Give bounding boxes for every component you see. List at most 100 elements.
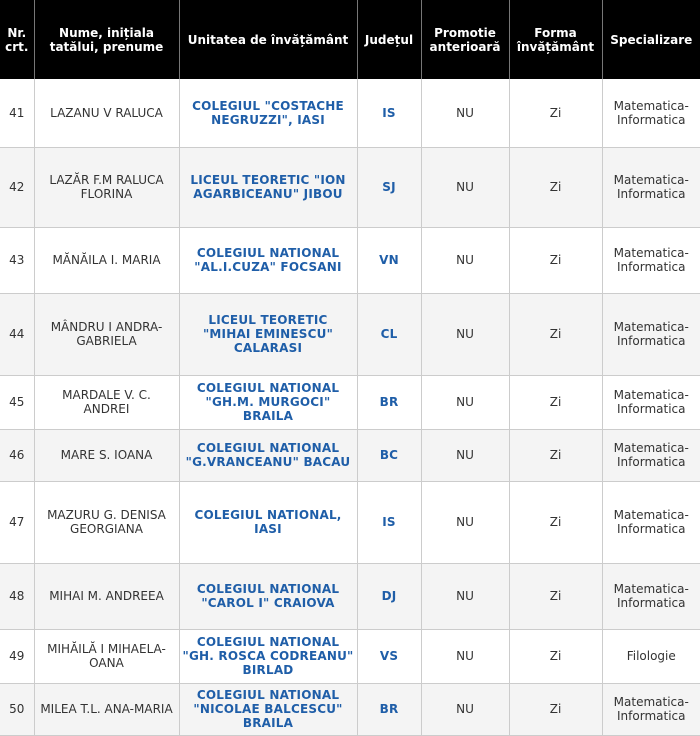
table-row: 44 MÂNDRU I ANDRA-GABRIELA LICEUL TEORETIC… — [0, 293, 700, 376]
cell-promotion: NU — [420, 563, 509, 630]
cell-nr: 50 — [0, 683, 34, 736]
school-cell: COLEGIUL NATIONAL "NICOLAE BALCESCU" BRA… — [178, 683, 357, 736]
cell-name: MĂNĂILA I. MARIA — [33, 227, 179, 294]
school-cell: LICEUL TEORETIC "ION AGARBICEANU" JIBOU — [178, 147, 357, 228]
county-cell: DJ — [356, 563, 421, 630]
school-cell: COLEGIUL NATIONAL, IASI — [178, 481, 357, 564]
cell-form: Zi — [508, 227, 602, 294]
cell-specialization: Matematica-Informatica — [601, 227, 700, 294]
cell-nr: 49 — [0, 629, 34, 684]
cell-promotion: NU — [420, 429, 509, 482]
table-row: 45 MARDALE V. C. ANDREI COLEGIUL NATIONAL … — [0, 375, 700, 430]
cell-promotion: NU — [420, 683, 509, 736]
school-cell: COLEGIUL NATIONAL "AL.I.CUZA" FOCSANI — [178, 227, 357, 294]
cell-promotion: NU — [420, 629, 509, 684]
cell-form: Zi — [508, 629, 602, 684]
school-link[interactable]: COLEGIUL NATIONAL "AL.I.CUZA" FOCSANI — [194, 246, 342, 274]
cell-nr: 43 — [0, 227, 34, 294]
school-cell: COLEGIUL "COSTACHE NEGRUZZI", IASI — [178, 79, 357, 148]
cell-specialization: Matematica-Informatica — [601, 79, 700, 148]
county-link[interactable]: BC — [379, 448, 399, 462]
school-link[interactable]: COLEGIUL NATIONAL, IASI — [194, 508, 342, 536]
cell-promotion: NU — [420, 293, 509, 376]
county-cell: VN — [356, 227, 421, 294]
cell-name: MILEA T.L. ANA-MARIA — [33, 683, 179, 736]
cell-promotion: NU — [420, 481, 509, 564]
county-cell: BR — [356, 683, 421, 736]
header-form: Forma învățământ — [508, 0, 602, 79]
cell-form: Zi — [508, 147, 602, 228]
cell-specialization: Filologie — [601, 629, 700, 684]
county-link[interactable]: VN — [379, 253, 399, 267]
header-nr: Nr. crt. — [0, 0, 34, 79]
cell-promotion: NU — [420, 375, 509, 430]
county-link[interactable]: DJ — [381, 589, 397, 603]
header-promotion: Promotie anterioară — [420, 0, 509, 79]
table-header-row: Nr. crt. Nume, inițiala tatălui, prenume… — [0, 0, 700, 79]
cell-nr: 41 — [0, 79, 34, 148]
county-cell: BR — [356, 375, 421, 430]
cell-nr: 47 — [0, 481, 34, 564]
cell-nr: 44 — [0, 293, 34, 376]
school-cell: COLEGIUL NATIONAL "GH.M. MURGOCI" BRAILA — [178, 375, 357, 430]
school-cell: COLEGIUL NATIONAL "G.VRANCEANU" BACAU — [178, 429, 357, 482]
cell-specialization: Matematica-Informatica — [601, 563, 700, 630]
cell-specialization: Matematica-Informatica — [601, 293, 700, 376]
table-row: 50 MILEA T.L. ANA-MARIA COLEGIUL NATIONAL … — [0, 683, 700, 736]
county-cell: CL — [356, 293, 421, 376]
school-link[interactable]: COLEGIUL NATIONAL "GH. ROSCA CODREANU" B… — [182, 635, 354, 677]
cell-specialization: Matematica-Informatica — [601, 683, 700, 736]
school-link[interactable]: LICEUL TEORETIC "MIHAI EMINESCU" CALARAS… — [202, 313, 334, 355]
header-name: Nume, inițiala tatălui, prenume — [33, 0, 179, 79]
county-link[interactable]: IS — [382, 515, 396, 529]
school-cell: COLEGIUL NATIONAL "GH. ROSCA CODREANU" B… — [178, 629, 357, 684]
cell-nr: 48 — [0, 563, 34, 630]
cell-form: Zi — [508, 293, 602, 376]
school-link[interactable]: COLEGIUL NATIONAL "G.VRANCEANU" BACAU — [185, 441, 351, 469]
cell-promotion: NU — [420, 227, 509, 294]
county-link[interactable]: SJ — [382, 180, 396, 194]
county-link[interactable]: BR — [379, 702, 399, 716]
cell-form: Zi — [508, 683, 602, 736]
table-row: 42 LAZĂR F.M RALUCA FLORINA LICEUL TEORETI… — [0, 147, 700, 228]
school-link[interactable]: COLEGIUL NATIONAL "NICOLAE BALCESCU" BRA… — [193, 688, 343, 730]
table-row: 43 MĂNĂILA I. MARIA COLEGIUL NATIONAL "AL.… — [0, 227, 700, 294]
cell-form: Zi — [508, 563, 602, 630]
county-cell: VS — [356, 629, 421, 684]
cell-promotion: NU — [420, 147, 509, 228]
table-row: 48 MIHAI M. ANDREEA COLEGIUL NATIONAL "CAR… — [0, 563, 700, 630]
school-cell: LICEUL TEORETIC "MIHAI EMINESCU" CALARAS… — [178, 293, 357, 376]
school-link[interactable]: COLEGIUL NATIONAL "CAROL I" CRAIOVA — [196, 582, 340, 610]
cell-form: Zi — [508, 429, 602, 482]
table-row: 49 MIHĂILĂ I MIHAELA-OANA COLEGIUL NATIONA… — [0, 629, 700, 684]
school-link[interactable]: COLEGIUL NATIONAL "GH.M. MURGOCI" BRAILA — [196, 381, 340, 423]
county-link[interactable]: IS — [382, 105, 396, 120]
cell-name: MARDALE V. C. ANDREI — [33, 375, 179, 430]
county-cell: IS — [356, 481, 421, 564]
school-link[interactable]: COLEGIUL "COSTACHE NEGRUZZI", IASI — [192, 98, 344, 127]
table-row: 47 MAZURU G. DENISA GEORGIANA COLEGIUL NAT… — [0, 481, 700, 564]
school-link[interactable]: LICEUL TEORETIC "ION AGARBICEANU" JIBOU — [190, 173, 346, 201]
cell-form: Zi — [508, 79, 602, 148]
header-county: Județul — [356, 0, 421, 79]
header-school: Unitatea de învățământ — [178, 0, 357, 79]
cell-name: MIHAI M. ANDREEA — [33, 563, 179, 630]
county-link[interactable]: VS — [379, 649, 399, 663]
county-cell: SJ — [356, 147, 421, 228]
table-row: 46 MARE S. IOANA COLEGIUL NATIONAL "G.VRAN… — [0, 429, 700, 482]
cell-name: MIHĂILĂ I MIHAELA-OANA — [33, 629, 179, 684]
cell-name: MARE S. IOANA — [33, 429, 179, 482]
school-cell: COLEGIUL NATIONAL "CAROL I" CRAIOVA — [178, 563, 357, 630]
cell-promotion: NU — [420, 79, 509, 148]
county-link[interactable]: CL — [380, 327, 398, 341]
cell-name: MÂNDRU I ANDRA-GABRIELA — [33, 293, 179, 376]
county-link[interactable]: BR — [379, 395, 399, 409]
cell-form: Zi — [508, 481, 602, 564]
cell-specialization: Matematica-Informatica — [601, 375, 700, 430]
cell-name: MAZURU G. DENISA GEORGIANA — [33, 481, 179, 564]
cell-nr: 46 — [0, 429, 34, 482]
cell-nr: 42 — [0, 147, 34, 228]
cell-name: LAZANU V RALUCA — [33, 79, 179, 148]
cell-form: Zi — [508, 375, 602, 430]
